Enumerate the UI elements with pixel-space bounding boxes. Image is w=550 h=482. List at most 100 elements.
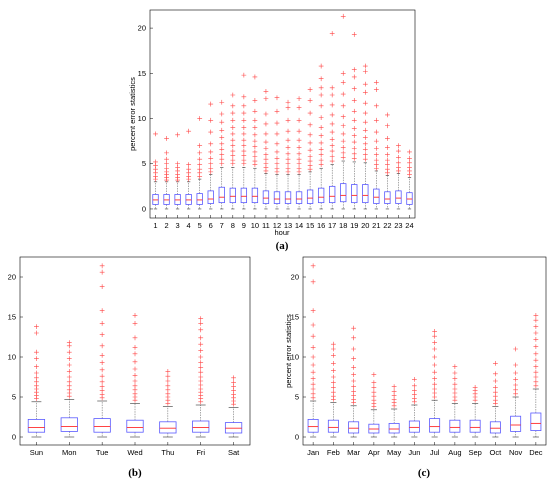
x-tick-label-hour-11: 11 — [262, 221, 270, 230]
box-hour-7 — [218, 186, 225, 204]
outlier-weekday-mon — [66, 340, 72, 345]
outlier-hour-9 — [241, 153, 247, 158]
box-weekday-mon — [60, 417, 78, 432]
outlier-weekday-tue — [99, 308, 105, 313]
x-tick-label-hour-14: 14 — [295, 221, 303, 230]
outlier-hour-6 — [208, 117, 214, 123]
outlier-hour-16 — [318, 146, 324, 152]
outlier-month-mar — [351, 346, 357, 352]
outlier-weekday-tue — [99, 343, 105, 349]
outlier-hour-16 — [318, 152, 324, 158]
x-tick-label-month-sep: Sep — [468, 448, 481, 457]
outlier-hour-5 — [197, 150, 203, 156]
outlier-month-apr — [371, 380, 377, 385]
outlier-hour-13 — [285, 128, 291, 134]
outlier-hour-7 — [219, 127, 225, 133]
outlier-hour-18 — [340, 131, 346, 137]
outlier-hour-11 — [263, 96, 269, 102]
outlier-weekday-mon — [66, 379, 72, 385]
box-hour-23 — [395, 190, 402, 204]
outlier-hour-7 — [219, 152, 225, 158]
outlier-month-jul — [432, 340, 438, 345]
outlier-month-mar — [351, 356, 357, 361]
y-tick-label: 20 — [138, 24, 146, 33]
outlier-hour-24 — [407, 149, 412, 155]
outlier-month-jan — [310, 381, 316, 387]
box-hour-15 — [306, 189, 314, 204]
outlier-hour-9 — [241, 117, 247, 123]
x-tick-label-weekday-mon: Mon — [62, 448, 77, 457]
outlier-hour-15 — [307, 122, 313, 128]
outlier-weekday-tue — [99, 321, 105, 326]
outlier-hour-20 — [362, 81, 368, 87]
outlier-hour-17 — [329, 121, 335, 127]
outlier-hour-22 — [384, 136, 390, 141]
box-weekday-sun — [27, 418, 46, 433]
outlier-month-nov — [513, 346, 519, 352]
panel-c-axes-frame — [302, 256, 547, 446]
outlier-hour-21 — [373, 79, 379, 85]
outlier-month-dec — [533, 357, 539, 363]
outlier-hour-15 — [307, 132, 313, 138]
outlier-weekday-fri — [198, 365, 204, 370]
outlier-weekday-sun — [34, 330, 39, 336]
outlier-hour-4 — [186, 128, 192, 134]
outlier-hour-8 — [230, 103, 236, 109]
outlier-hour-10 — [252, 149, 258, 155]
x-tick-label-hour-19: 19 — [350, 221, 358, 230]
y-tick-label: 15 — [138, 69, 146, 78]
x-tick-label-weekday-fri: Fri — [196, 448, 205, 457]
box-month-aug — [449, 419, 461, 433]
box-weekday-tue — [93, 418, 111, 433]
outlier-hour-11 — [263, 152, 269, 158]
outlier-month-feb — [330, 353, 336, 358]
outlier-month-mar — [351, 384, 357, 389]
outlier-month-feb — [330, 368, 336, 373]
outlier-hour-12 — [274, 165, 280, 171]
outlier-month-jan — [310, 376, 316, 381]
outlier-month-jan — [310, 345, 316, 350]
outlier-hour-2 — [164, 161, 169, 167]
outlier-month-aug — [452, 386, 458, 392]
x-tick-label-month-aug: Aug — [448, 448, 461, 457]
outlier-hour-20 — [362, 100, 368, 106]
outlier-hour-11 — [263, 139, 269, 145]
outlier-month-dec — [533, 369, 539, 375]
outlier-month-sep — [472, 385, 478, 390]
outlier-hour-3 — [175, 161, 181, 167]
outlier-weekday-tue — [99, 360, 105, 365]
panel-c-month-boxplot: 0 5 10 15 20 Jan Feb Mar Apr May Jun Jul Aug Sep Oct N… — [284, 256, 547, 479]
outlier-hour-13 — [285, 117, 291, 123]
x-tick-label-hour-8: 8 — [231, 221, 235, 230]
x-tick-label-hour-5: 5 — [198, 221, 202, 230]
outlier-month-may — [391, 384, 397, 389]
outlier-month-jun — [411, 388, 417, 393]
outlier-hour-20 — [362, 146, 368, 152]
outlier-hour-9 — [241, 137, 247, 143]
panel-c-y-ticks: 0 5 10 15 20 — [291, 273, 306, 442]
outlier-weekday-mon — [66, 362, 72, 368]
outlier-hour-8 — [230, 148, 236, 154]
x-tick-label-hour-2: 2 — [164, 221, 168, 230]
outlier-hour-15 — [307, 140, 313, 146]
outlier-hour-21 — [373, 117, 379, 123]
outlier-hour-12 — [274, 120, 280, 126]
outlier-hour-17 — [329, 158, 335, 164]
panel-b-weekday-boxplot: 0 5 10 15 20 Sun Mon Tue Wed Thu Fri Sat (b) — [8, 256, 251, 479]
outlier-month-dec — [533, 351, 539, 357]
outlier-hour-21 — [373, 138, 379, 144]
outlier-weekday-tue — [99, 379, 105, 385]
outlier-hour-21 — [373, 157, 379, 163]
outlier-hour-8 — [230, 110, 236, 116]
outlier-month-aug — [452, 376, 458, 381]
box-month-sep — [469, 419, 481, 433]
outlier-month-dec — [533, 317, 539, 323]
x-tick-label-month-oct: Oct — [490, 448, 503, 457]
x-tick-label-weekday-thu: Thu — [161, 448, 174, 457]
outlier-month-oct — [492, 371, 498, 377]
outlier-hour-14 — [296, 151, 302, 157]
panel-c-x-ticks: Jan Feb Mar Apr May Jun Jul Aug Sep Oct Nov Dec — [307, 442, 543, 457]
outlier-hour-17 — [329, 31, 335, 36]
outlier-hour-11 — [263, 111, 269, 117]
outlier-month-aug — [452, 364, 458, 369]
